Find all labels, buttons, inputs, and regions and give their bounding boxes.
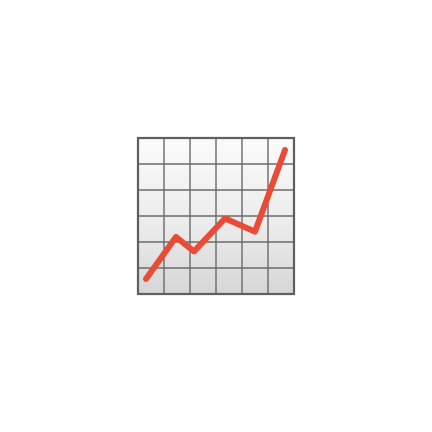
trend-line [143,147,288,282]
chart-frame [136,136,296,296]
